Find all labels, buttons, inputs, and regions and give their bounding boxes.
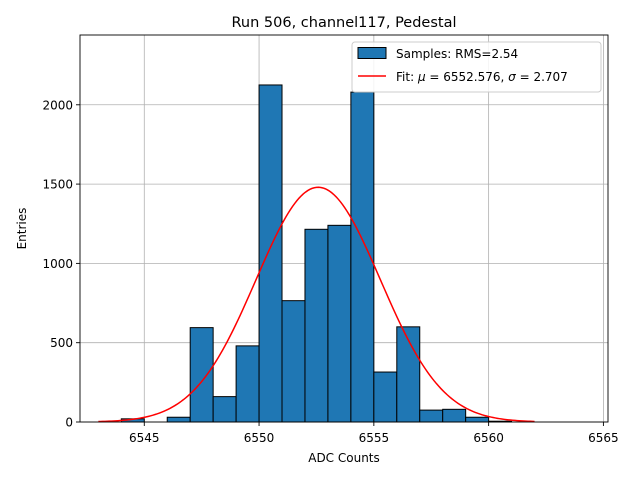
fit-curve bbox=[98, 186, 535, 423]
histogram-bars bbox=[120, 84, 513, 423]
histogram-bar bbox=[304, 228, 329, 423]
plot-frame bbox=[79, 34, 609, 423]
histogram-bar bbox=[189, 327, 214, 423]
histogram-bar bbox=[166, 416, 191, 423]
x-axis-ticks: 6545 6550 6555 6560 6565 bbox=[129, 422, 619, 445]
x-axis-label: ADC Counts bbox=[308, 451, 380, 465]
x-tick-label: 6545 bbox=[129, 431, 160, 445]
y-tick-label: 0 bbox=[65, 416, 73, 430]
histogram-bar bbox=[327, 224, 352, 423]
legend-box bbox=[351, 41, 602, 93]
y-tick-label: 500 bbox=[50, 336, 73, 350]
legend-fit-label: Fit: μ = 6552.576, σ = 2.707 bbox=[396, 70, 568, 84]
chart-title: Run 506, channel117, Pedestal bbox=[231, 15, 456, 31]
histogram-bar bbox=[258, 84, 283, 423]
x-tick-label: 6560 bbox=[473, 431, 504, 445]
y-tick-label: 2000 bbox=[42, 98, 73, 112]
y-axis-label: Entries bbox=[15, 208, 29, 250]
x-tick-label: 6555 bbox=[359, 431, 390, 445]
y-axis-ticks: 0 500 1000 1500 2000 bbox=[42, 98, 80, 430]
x-tick-label: 6565 bbox=[588, 431, 619, 445]
histogram-bar bbox=[212, 396, 237, 423]
legend-histogram-label: Samples: RMS=2.54 bbox=[396, 47, 518, 61]
y-tick-label: 1500 bbox=[42, 178, 73, 192]
y-tick-label: 1000 bbox=[42, 257, 73, 271]
histogram-bar bbox=[442, 408, 467, 423]
x-tick-label: 6550 bbox=[244, 431, 275, 445]
histogram-bar bbox=[373, 371, 398, 423]
histogram-bar bbox=[281, 300, 306, 423]
legend: Samples: RMS=2.54 Fit: μ = 6552.576, σ =… bbox=[351, 41, 602, 93]
histogram-bar bbox=[419, 409, 444, 423]
legend-bar-swatch bbox=[357, 47, 387, 59]
histogram-bar bbox=[465, 416, 490, 423]
histogram-bar bbox=[235, 345, 260, 423]
